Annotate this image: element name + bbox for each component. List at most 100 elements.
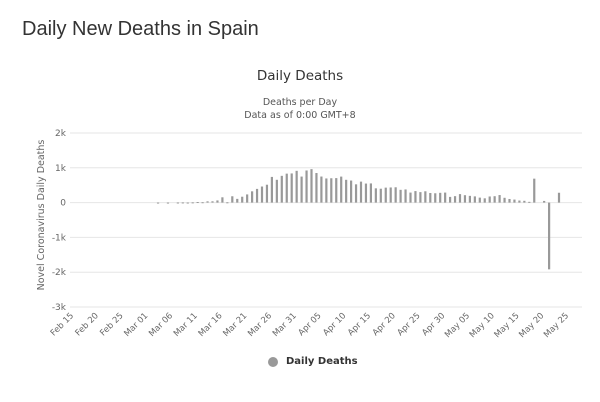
bar xyxy=(211,201,214,203)
x-tick-label: Apr 10 xyxy=(321,311,348,338)
bar xyxy=(345,179,348,203)
legend-item-daily-deaths[interactable]: Daily Deaths xyxy=(268,356,358,367)
bar xyxy=(498,195,501,203)
bar xyxy=(280,175,283,203)
bar xyxy=(201,202,204,204)
y-axis-ticks: 2k 1k 0 -1k -2k -3k xyxy=(52,129,67,313)
bar xyxy=(359,181,363,203)
bar xyxy=(488,196,491,203)
chart-title: Daily Deaths xyxy=(256,68,344,84)
bar xyxy=(379,188,382,203)
bar xyxy=(444,192,447,203)
bar xyxy=(315,173,318,203)
bar xyxy=(270,176,273,203)
bar xyxy=(399,189,402,203)
bar xyxy=(221,197,224,203)
bar xyxy=(206,201,209,203)
x-tick-label: May 15 xyxy=(493,311,522,340)
x-tick-label: Feb 15 xyxy=(49,311,76,338)
y-tick-label: 0 xyxy=(60,199,66,209)
x-tick-label: Apr 15 xyxy=(346,311,373,338)
x-tick-label: Mar 26 xyxy=(246,311,274,339)
bar xyxy=(374,188,377,203)
bar xyxy=(483,198,486,203)
bar xyxy=(305,170,308,203)
bar xyxy=(354,184,358,203)
bar xyxy=(275,179,278,203)
x-tick-label: Apr 25 xyxy=(396,311,423,338)
x-tick-label: May 25 xyxy=(542,311,571,340)
bar xyxy=(231,196,234,203)
x-tick-label: Mar 11 xyxy=(172,311,200,339)
x-tick-label: Mar 21 xyxy=(221,311,249,339)
bar xyxy=(290,173,293,203)
y-tick-label: 2k xyxy=(55,129,67,139)
bar xyxy=(463,195,467,203)
bar xyxy=(265,184,269,203)
bar xyxy=(543,200,546,203)
x-tick-label: Mar 31 xyxy=(271,311,299,339)
bar xyxy=(364,183,368,203)
bar xyxy=(295,170,298,203)
y-tick-label: -1k xyxy=(52,233,67,243)
bar xyxy=(409,192,412,203)
bar xyxy=(300,176,303,203)
bar xyxy=(320,176,323,203)
bar xyxy=(404,189,407,203)
x-tick-label: Mar 16 xyxy=(197,311,225,339)
bar xyxy=(251,191,254,203)
bar xyxy=(414,191,417,203)
chart-subtitle: Deaths per Day Data as of 0:00 GMT+8 xyxy=(0,96,600,122)
bar xyxy=(166,202,170,204)
bar xyxy=(503,197,506,203)
bar xyxy=(533,178,536,203)
bar xyxy=(478,197,481,203)
bar xyxy=(493,196,496,203)
y-tick-label: -3k xyxy=(52,303,67,313)
bar xyxy=(518,200,521,203)
bar xyxy=(246,194,249,203)
x-tick-label: Apr 20 xyxy=(371,311,398,338)
bar xyxy=(285,173,288,203)
bar xyxy=(394,187,397,203)
bar xyxy=(310,169,313,203)
x-tick-label: Mar 01 xyxy=(122,311,150,339)
bar xyxy=(439,192,442,203)
bar xyxy=(453,196,457,203)
bar xyxy=(468,195,471,203)
bar xyxy=(330,178,333,203)
bar xyxy=(191,202,194,204)
bar xyxy=(473,196,476,203)
y-tick-label: 1k xyxy=(55,164,67,174)
bar xyxy=(513,199,516,203)
bar xyxy=(429,192,432,203)
chart-subtitle-line2: Data as of 0:00 GMT+8 xyxy=(244,110,356,121)
bar xyxy=(384,187,387,203)
x-tick-label: Feb 20 xyxy=(74,311,101,338)
bar xyxy=(226,202,229,204)
x-tick-label: May 10 xyxy=(468,311,497,340)
legend-marker-icon xyxy=(268,356,278,367)
x-tick-label: Feb 25 xyxy=(98,311,125,338)
bar xyxy=(196,202,199,204)
x-tick-label: Mar 06 xyxy=(147,311,175,339)
bar xyxy=(424,191,427,203)
bar xyxy=(176,202,179,204)
bar xyxy=(186,202,189,204)
y-tick-label: -2k xyxy=(52,268,67,278)
bar xyxy=(181,202,184,204)
page-title: Daily New Deaths in Spain xyxy=(22,18,259,40)
bar xyxy=(255,188,259,203)
legend-label: Daily Deaths xyxy=(286,356,358,367)
grid-lines xyxy=(70,132,582,308)
bar xyxy=(241,196,244,203)
chart-subtitle-line1: Deaths per Day xyxy=(262,97,338,108)
bar xyxy=(236,198,239,203)
bar xyxy=(528,201,531,203)
x-tick-label: Apr 05 xyxy=(297,311,324,338)
bar xyxy=(216,200,219,203)
bar xyxy=(369,183,372,203)
bars xyxy=(156,169,561,270)
